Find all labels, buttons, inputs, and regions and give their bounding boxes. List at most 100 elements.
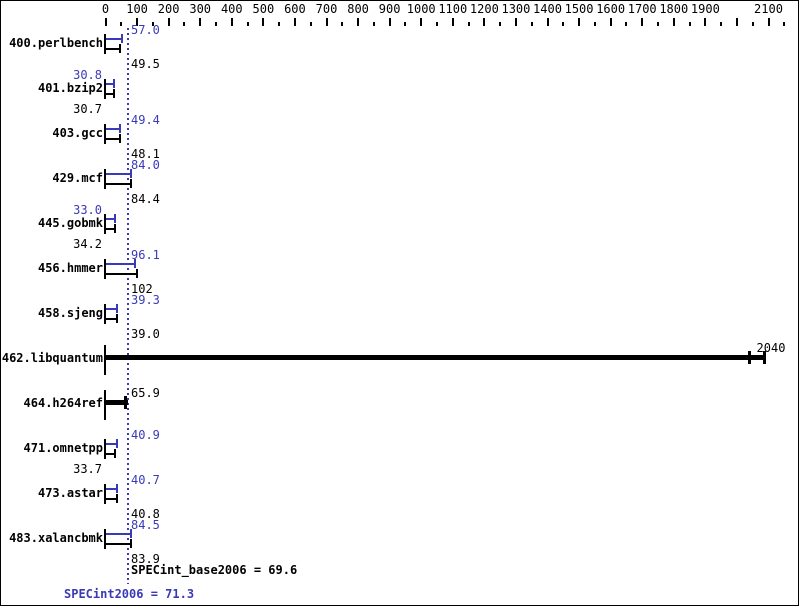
peak-value-label: 57.0 <box>131 23 160 37</box>
base-value-label: 49.5 <box>131 57 160 71</box>
bar-origin-cap <box>104 34 106 54</box>
peak-bar <box>105 83 116 85</box>
bar-origin-cap <box>104 484 106 504</box>
axis-tick <box>136 18 139 26</box>
bar-end-cap <box>118 134 121 143</box>
bar-end-cap <box>115 314 118 323</box>
axis-tick <box>262 18 265 26</box>
axis-tick-label: 1200 <box>469 2 499 16</box>
peak-value-label: 84.5 <box>131 518 160 532</box>
bar-end-cap <box>114 449 117 458</box>
benchmark-name-label: 429.mcf <box>52 171 103 185</box>
bar-end-cap <box>119 124 122 133</box>
axis-tick-label: 1700 <box>627 2 657 16</box>
base-bar <box>105 48 122 50</box>
axis-tick <box>783 22 786 26</box>
benchmark-name-label: 401.bzip2 <box>37 81 103 95</box>
benchmark-row: 401.bzip2 30.8 30.7 <box>1 68 798 116</box>
axis-tick <box>578 18 581 26</box>
axis-tick <box>246 22 249 26</box>
peak-value-label: 84.0 <box>131 158 160 172</box>
peak-bar <box>105 218 116 220</box>
peak-value-label: 39.3 <box>131 293 160 307</box>
peak-bar <box>105 308 118 310</box>
axis-tick <box>641 18 644 26</box>
benchmark-row: 458.sjeng 39.3 39.0 <box>1 293 798 341</box>
bar-end-cap <box>124 396 128 409</box>
axis-tick <box>720 22 723 26</box>
bar-end-cap <box>129 539 132 548</box>
specint-base-summary: SPECint_base2006 = 69.6 <box>131 563 298 577</box>
axis-tick-label: 1500 <box>564 2 594 16</box>
axis-tick <box>625 22 628 26</box>
axis-tick <box>657 22 659 26</box>
base-bar <box>105 138 121 140</box>
benchmark-row: 400.perlbench 57.0 49.5 <box>1 23 798 71</box>
axis-tick <box>609 18 612 26</box>
benchmark-name-label: 400.perlbench <box>9 36 103 50</box>
axis-tick-label: 800 <box>347 2 369 16</box>
merged-bar <box>105 355 765 360</box>
benchmark-name-label: 464.h264ref <box>23 396 103 410</box>
base-bar <box>105 543 132 545</box>
base-value-label: 2040 <box>756 341 786 355</box>
peak-bar <box>105 488 119 490</box>
bar-origin-cap <box>104 259 106 279</box>
base-bar <box>105 318 118 320</box>
axis-tick-label: 600 <box>284 2 306 16</box>
axis-tick <box>325 18 328 26</box>
axis-tick <box>120 22 123 26</box>
bar-end-cap <box>130 529 133 538</box>
axis-tick <box>357 18 360 26</box>
base-value-label: 40.8 <box>131 507 160 521</box>
base-value-label: 83.9 <box>131 552 160 566</box>
bar-end-cap <box>115 304 118 313</box>
axis-tick <box>278 22 281 26</box>
peak-value-label: 40.7 <box>131 473 160 487</box>
axis-tick <box>704 18 707 26</box>
benchmark-row: 445.gobmk 33.0 34.2 <box>1 203 798 251</box>
axis-tick <box>372 22 375 26</box>
benchmark-name-label: 473.astar <box>37 486 103 500</box>
bar-end-cap <box>113 79 116 88</box>
peak-bar <box>105 128 122 130</box>
base-bar <box>105 183 133 185</box>
bar-end-cap <box>130 169 133 178</box>
axis-tick-label: 1900 <box>690 2 720 16</box>
peak-value-label: 49.4 <box>131 113 160 127</box>
axis-tick <box>151 22 154 26</box>
axis-tick <box>230 18 233 26</box>
base-value-label: 34.2 <box>73 237 102 251</box>
bar-end-cap <box>135 269 138 278</box>
bar-end-cap <box>114 224 117 233</box>
bar-end-cap <box>116 439 119 448</box>
axis-tick <box>514 18 517 26</box>
axis-tick <box>672 18 675 26</box>
axis-tick <box>309 22 312 26</box>
axis-tick <box>436 22 438 26</box>
bar-origin-cap <box>104 124 106 144</box>
base-value-label: 30.7 <box>73 102 102 116</box>
benchmark-row: 403.gcc 49.4 48.1 <box>1 113 798 161</box>
axis-tick-label: 700 <box>315 2 338 16</box>
base-value-label: 84.4 <box>131 192 160 206</box>
axis-tick-label: 200 <box>157 2 180 16</box>
peak-value-label: 96.1 <box>131 248 160 262</box>
benchmark-row: 471.omnetpp 40.9 33.7 <box>1 428 798 476</box>
axis-tick <box>451 18 454 26</box>
base-value-label: 65.9 <box>131 386 160 400</box>
bar-origin-cap <box>104 345 106 375</box>
axis-tick <box>483 18 486 26</box>
axis-tick <box>199 18 202 26</box>
benchmark-name-label: 462.libquantum <box>1 351 103 365</box>
axis-tick <box>467 22 470 26</box>
bar-end-cap <box>113 214 116 223</box>
axis-tick-label: 900 <box>378 2 401 16</box>
base-value-label: 102 <box>131 282 153 296</box>
benchmark-row: 473.astar 40.7 40.8 <box>1 473 798 521</box>
peak-value-label: 30.8 <box>73 68 102 82</box>
axis-tick-label: 1000 <box>406 2 436 16</box>
peak-bar <box>105 443 119 445</box>
merged-bar <box>105 400 129 405</box>
